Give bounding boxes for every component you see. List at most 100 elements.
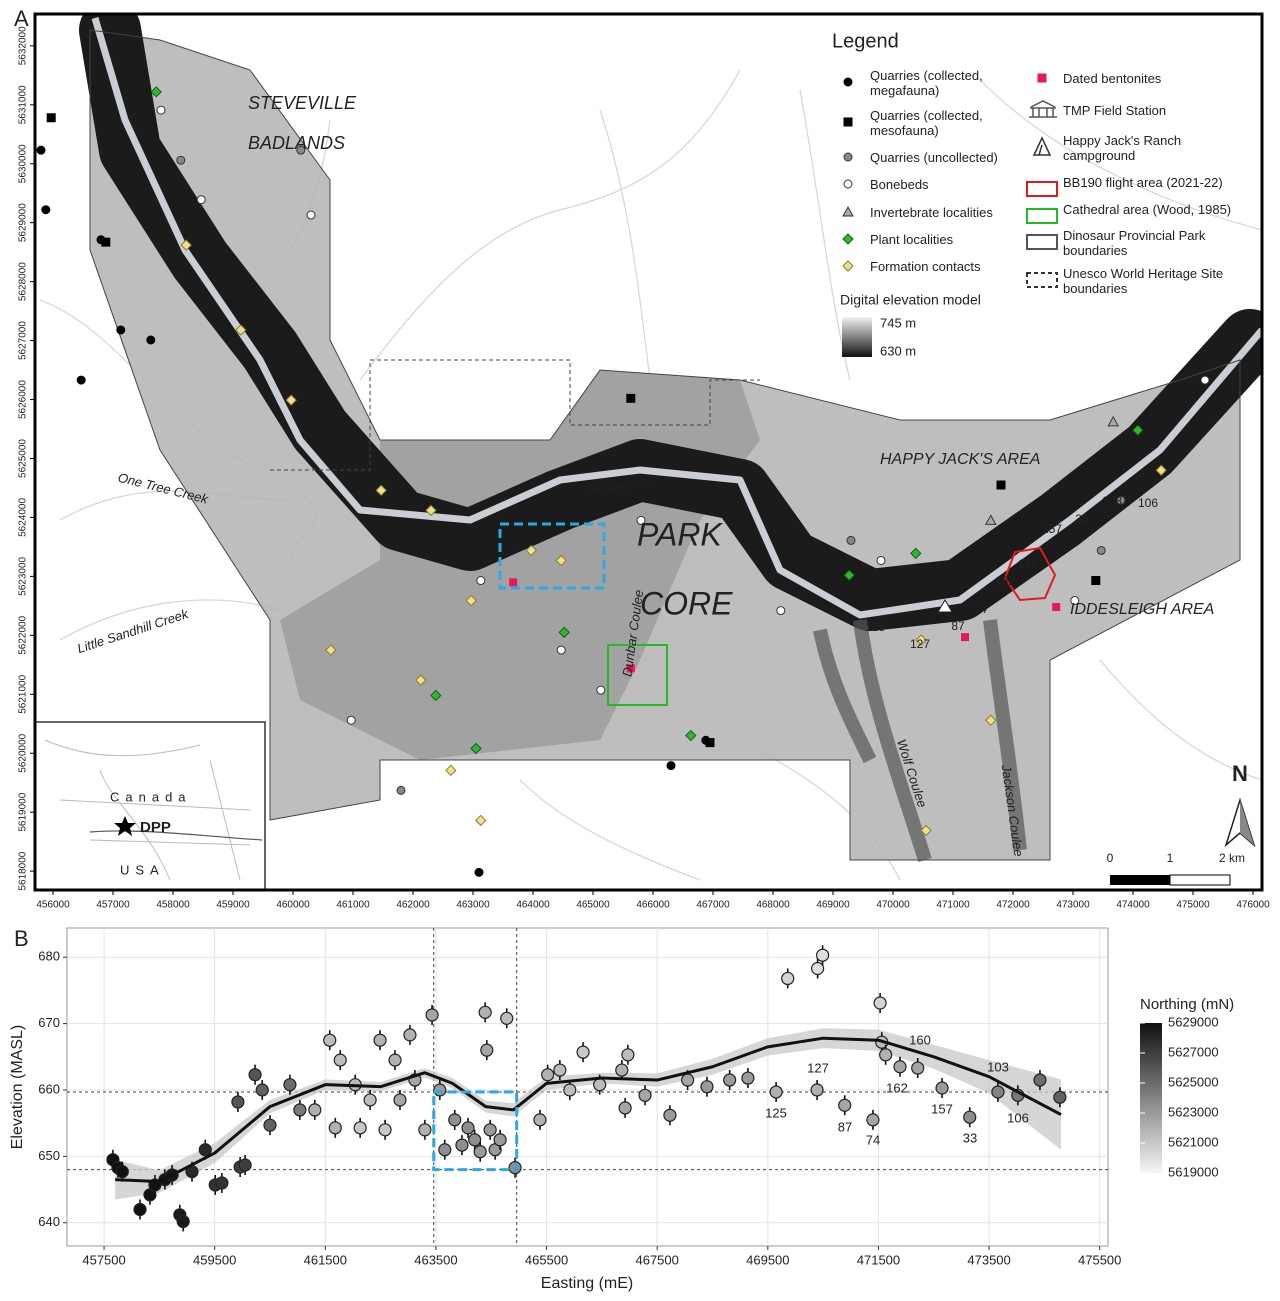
marker [396,785,406,795]
marker [1116,495,1126,505]
x-tick-label: 457000 [96,900,130,911]
legend-icon [1026,234,1058,250]
colorbar-title: Northing (mN) [1140,996,1234,1013]
point [438,1143,452,1157]
marker [556,645,566,655]
place-label: CORE [640,585,733,621]
marker [910,547,922,560]
point [328,1121,342,1135]
point [991,1085,1005,1099]
marker [296,145,306,155]
x-tick-label: 458000 [156,900,190,911]
x-tick-label: 469000 [816,900,850,911]
point [621,1048,635,1062]
marker [285,394,297,406]
point-label: 106 [1007,1110,1029,1125]
legend-label: TMP Field Station [1063,103,1167,118]
marker [705,738,715,748]
point-label: 74 [866,1132,880,1147]
marker [525,544,537,557]
point [373,1033,387,1047]
point [308,1103,322,1117]
point [553,1063,567,1077]
x-tick-label: 463000 [456,900,490,911]
legend-label: Cathedral area (Wood, 1985) [1063,202,1232,217]
x-tick-label: 471500 [857,1252,900,1267]
marker [626,393,636,403]
marker [996,480,1006,490]
marker [666,761,676,771]
point-label: 127 [807,1060,829,1075]
x-tick-label: 471000 [936,900,970,911]
panel-label: B [14,926,29,951]
site-label: 106 [1138,496,1158,510]
marker [842,260,854,272]
place-label: HAPPY JACK'S AREA [880,451,1040,468]
point [493,1133,507,1147]
point-label: 103 [987,1059,1009,1074]
marker [509,578,518,587]
site-label: 87 [951,619,965,633]
marker [636,515,646,525]
sites [36,86,1210,877]
point [455,1138,469,1152]
legend-label: Plant localities [870,232,954,247]
point [478,1005,492,1019]
x-tick-label: 460000 [276,900,310,911]
marker [961,633,969,642]
x-tick-label: 470000 [876,900,910,911]
y-tick-label: 5632000 [18,26,29,65]
marker [425,504,437,517]
point [133,1202,147,1217]
x-tick-label: 467000 [696,900,730,911]
point-label: 160 [909,1032,931,1047]
point [1053,1090,1067,1104]
marker [375,484,387,497]
point [576,1045,590,1059]
point [418,1123,432,1137]
marker [150,86,162,98]
colorbar-tick-label: 5627000 [1168,1044,1219,1059]
y-tick-label: 5620000 [18,733,29,772]
legend-label: Dinosaur Provincial Park boundaries [1063,228,1206,258]
legend-icon [1032,136,1052,156]
colorbar-tick-label: 5619000 [1168,1164,1219,1179]
point [723,1073,737,1087]
marker [475,814,487,827]
site-label: 125 [865,620,885,634]
legend-label: Quarries (collected, megafauna) [870,68,983,98]
marker [306,210,316,220]
marker [842,233,854,245]
point [363,1093,377,1107]
marker [176,155,186,165]
marker [555,554,567,567]
marker [1132,424,1144,436]
place-label: BADLANDS [248,133,345,153]
x-tick-label: 467500 [635,1252,678,1267]
inset-label: Canada [110,789,192,804]
y-tick-label: 5624000 [18,498,29,537]
marker [843,77,853,87]
point [215,1176,229,1190]
marker [235,324,247,336]
point [741,1071,755,1085]
point [473,1145,487,1159]
point [618,1101,632,1115]
marker [101,237,111,247]
point [593,1078,607,1092]
north-label: N [1232,761,1248,786]
legend-label: Quarries (collected, mesofauna) [870,108,983,138]
x-tick-label: 462000 [396,900,430,911]
panel-label: A [14,6,29,31]
x-tick-label: 475500 [1078,1252,1121,1267]
legend-icon [1026,181,1058,197]
plot-area [66,927,1109,1247]
dem-title: Digital elevation model [840,292,981,308]
colorbar-tick-label: 5629000 [1168,1014,1219,1029]
point [893,1060,907,1074]
point [283,1078,297,1092]
site-label: 160 [1018,557,1038,571]
legend-label: Bonebeds [870,177,929,192]
